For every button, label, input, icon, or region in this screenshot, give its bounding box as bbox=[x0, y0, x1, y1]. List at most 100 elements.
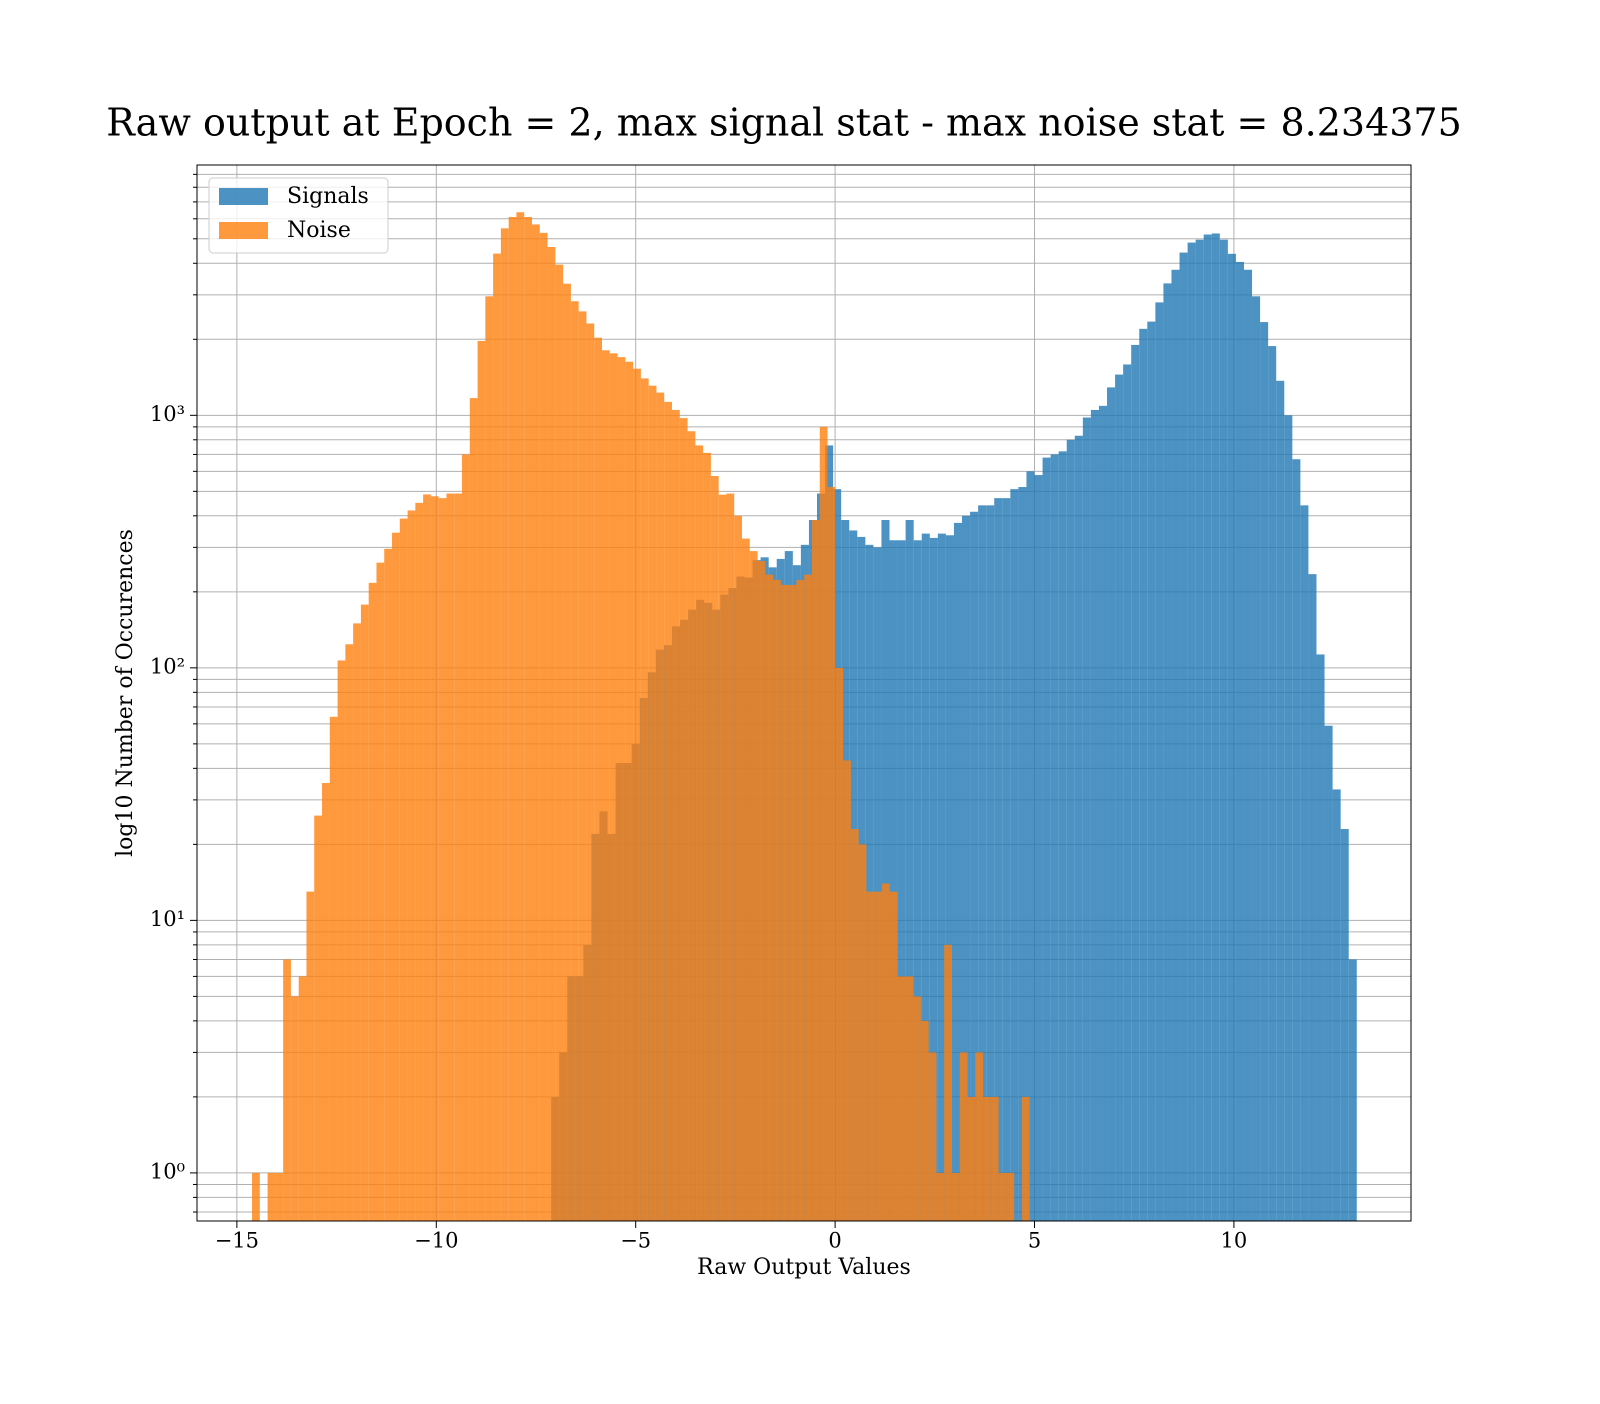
bar bbox=[633, 368, 641, 1221]
bar bbox=[1260, 322, 1269, 1222]
bar bbox=[944, 944, 952, 1221]
bar bbox=[1058, 451, 1067, 1222]
bar bbox=[508, 216, 517, 1221]
bar bbox=[1316, 654, 1325, 1221]
bar bbox=[1021, 1096, 1030, 1221]
bar bbox=[796, 579, 805, 1221]
bar bbox=[788, 584, 797, 1221]
bar bbox=[1090, 409, 1099, 1222]
bar bbox=[438, 498, 447, 1222]
bar bbox=[345, 644, 354, 1221]
bar bbox=[811, 519, 820, 1221]
legend-swatch bbox=[219, 188, 268, 205]
bar bbox=[679, 418, 688, 1221]
bar bbox=[920, 1020, 929, 1221]
bar bbox=[252, 1172, 260, 1221]
bar bbox=[889, 540, 898, 1221]
bar bbox=[921, 533, 930, 1221]
bar bbox=[865, 544, 874, 1221]
bar bbox=[881, 883, 890, 1221]
bar bbox=[843, 760, 851, 1221]
bar bbox=[1018, 487, 1027, 1221]
bar bbox=[819, 426, 828, 1222]
bar bbox=[671, 409, 680, 1222]
bar bbox=[1243, 269, 1253, 1221]
bar bbox=[1332, 789, 1341, 1221]
bar bbox=[975, 1052, 984, 1221]
bar bbox=[881, 519, 890, 1221]
series-bars bbox=[252, 212, 1030, 1222]
bar bbox=[978, 505, 987, 1221]
bar bbox=[1098, 405, 1108, 1221]
bar bbox=[897, 976, 906, 1221]
bar bbox=[500, 228, 509, 1221]
bar bbox=[563, 283, 571, 1221]
y-axis-label: log10 Number of Occurences bbox=[113, 529, 138, 857]
x-tick-label: −15 bbox=[215, 1229, 259, 1253]
y-tick-label: 10³ bbox=[150, 402, 185, 426]
bar bbox=[648, 385, 657, 1222]
bar bbox=[446, 493, 455, 1221]
bar bbox=[1115, 374, 1124, 1221]
bar bbox=[913, 996, 921, 1221]
bar bbox=[986, 505, 995, 1221]
bar bbox=[765, 574, 774, 1221]
bar bbox=[1131, 344, 1140, 1221]
bar bbox=[749, 551, 758, 1221]
bar bbox=[1026, 471, 1035, 1222]
bar bbox=[430, 496, 439, 1221]
x-tick-label: −5 bbox=[620, 1229, 651, 1253]
bar bbox=[353, 623, 361, 1221]
bar bbox=[936, 1172, 945, 1221]
bar bbox=[695, 445, 704, 1222]
bar bbox=[998, 1172, 1007, 1221]
bar bbox=[1171, 269, 1180, 1221]
bar bbox=[962, 515, 971, 1221]
bar bbox=[322, 782, 330, 1221]
bar bbox=[1348, 959, 1357, 1221]
bar bbox=[1163, 283, 1172, 1221]
bar bbox=[485, 296, 494, 1221]
bar bbox=[741, 538, 750, 1221]
bar bbox=[1050, 454, 1059, 1221]
bar bbox=[703, 452, 711, 1221]
bar bbox=[990, 1096, 999, 1221]
bar bbox=[656, 392, 665, 1221]
x-tick-label: −10 bbox=[414, 1229, 458, 1253]
bar bbox=[866, 891, 875, 1221]
axes-frame bbox=[196, 164, 1412, 1222]
bar bbox=[953, 522, 963, 1221]
chart-title: Raw output at Epoch = 2, max signal stat… bbox=[106, 101, 1462, 145]
bar bbox=[967, 1096, 976, 1221]
bar bbox=[1034, 475, 1043, 1221]
bar bbox=[945, 535, 954, 1221]
bar bbox=[1042, 457, 1051, 1221]
bar bbox=[1010, 489, 1019, 1221]
bar bbox=[601, 350, 610, 1221]
bar bbox=[454, 493, 463, 1221]
bar bbox=[1235, 261, 1244, 1221]
bar bbox=[469, 398, 478, 1221]
bar bbox=[477, 340, 486, 1222]
bar bbox=[392, 532, 400, 1221]
bar bbox=[555, 264, 564, 1221]
bar bbox=[983, 1096, 991, 1221]
bar bbox=[773, 579, 781, 1221]
bar bbox=[780, 584, 789, 1221]
ticks: 10⁰ 10¹ 10² 10³ −15 −10 −5 0 5 10 bbox=[150, 173, 1247, 1253]
bar bbox=[306, 891, 315, 1221]
bar bbox=[329, 716, 338, 1221]
bar bbox=[1340, 829, 1349, 1221]
bar bbox=[1219, 239, 1228, 1222]
bar bbox=[718, 494, 727, 1221]
y-tick-label: 10⁰ bbox=[150, 1159, 185, 1183]
bar bbox=[929, 537, 938, 1221]
bar bbox=[1268, 346, 1277, 1221]
bar bbox=[757, 560, 766, 1221]
bar bbox=[1211, 233, 1220, 1221]
bar bbox=[1308, 574, 1317, 1221]
bar bbox=[1203, 234, 1212, 1221]
bar bbox=[1107, 387, 1116, 1221]
